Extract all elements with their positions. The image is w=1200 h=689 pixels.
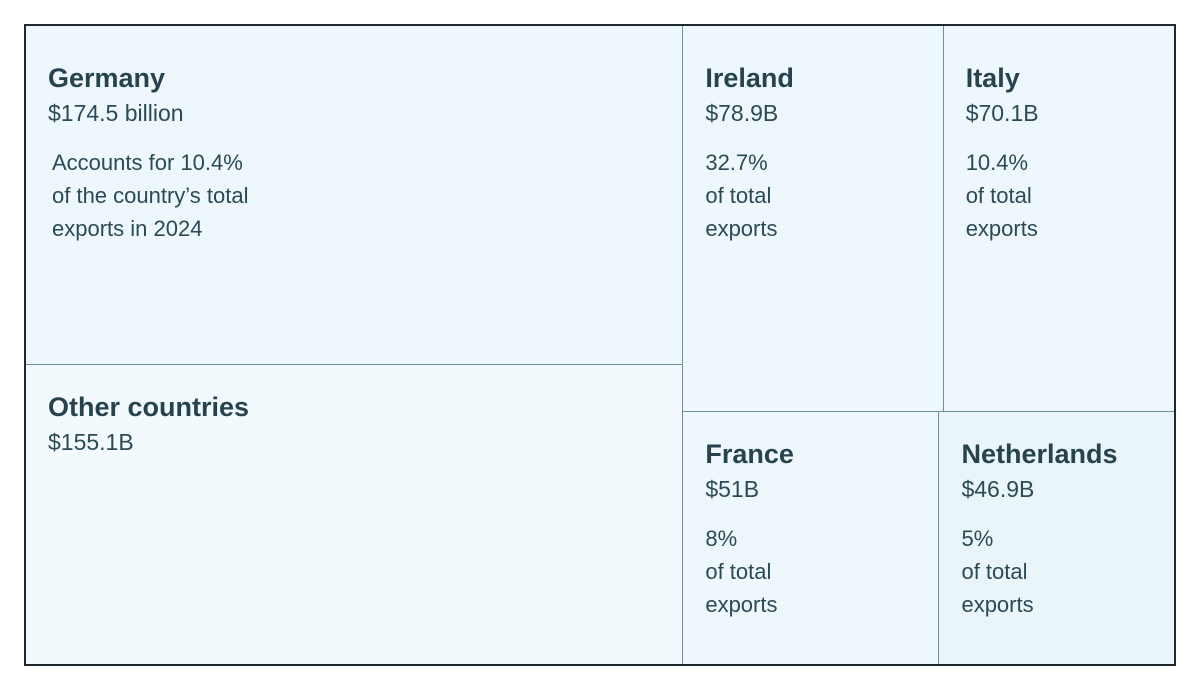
export-value: $155.1B xyxy=(48,429,134,456)
treemap-cell-other-countries: Other countries $155.1B xyxy=(26,363,683,664)
export-value: $78.9B xyxy=(705,100,779,127)
treemap-cell-italy: Italy $70.1B 10.4% of total exports xyxy=(942,26,1174,412)
export-share: 32.7% of total exports xyxy=(705,149,778,241)
export-share: 5% of total exports xyxy=(961,526,1034,617)
export-share: Accounts for 10.4% of the country’s tota… xyxy=(52,149,249,241)
export-value: $70.1B xyxy=(965,100,1039,127)
country-name: Italy xyxy=(965,63,1020,93)
export-share: 8% of total exports xyxy=(705,526,778,617)
export-value: $46.9B xyxy=(961,476,1035,503)
treemap-cell-netherlands: Netherlands $46.9B 5% of total exports xyxy=(938,411,1174,664)
treemap-cell-ireland: Ireland $78.9B 32.7% of total exports xyxy=(682,26,943,412)
treemap-cell-germany: Germany $174.5 billion Accounts for 10.4… xyxy=(26,26,683,364)
export-share: 10.4% of total exports xyxy=(965,149,1038,241)
export-value: $174.5 billion xyxy=(48,100,184,127)
country-name: Germany xyxy=(48,63,166,93)
country-name: Other countries xyxy=(48,391,250,422)
treemap-chart: Germany $174.5 billion Accounts for 10.4… xyxy=(24,24,1176,666)
country-name: France xyxy=(705,439,794,470)
treemap-cell-france: France $51B 8% of total exports xyxy=(682,411,939,664)
country-name: Netherlands xyxy=(961,439,1118,470)
export-value: $51B xyxy=(705,476,760,503)
country-name: Ireland xyxy=(705,63,794,93)
